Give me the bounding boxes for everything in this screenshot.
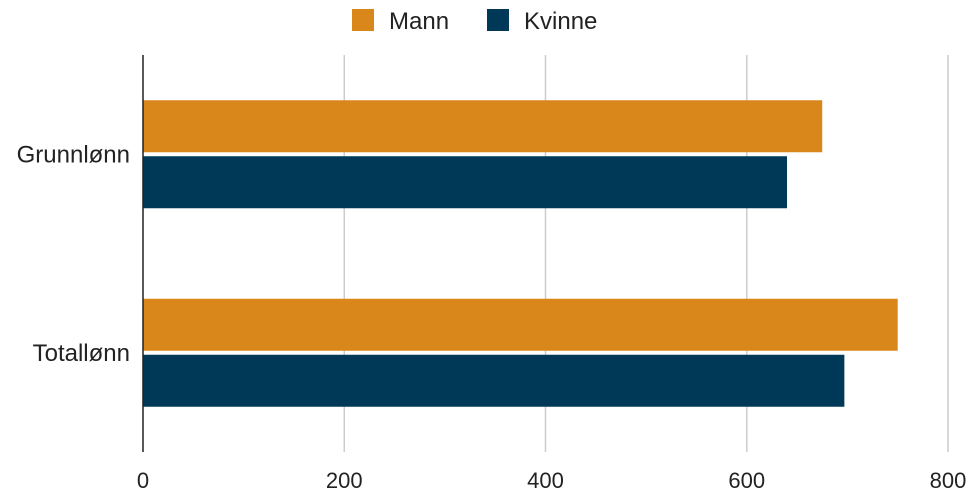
legend-label-kvinne: Kvinne — [524, 8, 597, 35]
legend-swatch-kvinne — [487, 9, 509, 31]
legend-swatch-mann — [352, 9, 374, 31]
legend: Mann Kvinne — [352, 8, 597, 35]
bar-kvinne-1 — [143, 156, 787, 209]
x-tick-label: 800 — [930, 468, 967, 492]
x-tick-label: 0 — [137, 468, 149, 492]
category-labels: Grunnlønn Totallønn — [17, 141, 130, 367]
category-label: Grunnlønn — [17, 141, 130, 168]
bar-kvinne-2 — [143, 354, 845, 407]
x-tick-labels: 0 200 400 600 800 — [137, 468, 966, 492]
bar-mann-1 — [143, 100, 823, 153]
legend-label-mann: Mann — [389, 8, 449, 35]
bars — [143, 100, 898, 407]
x-tick-label: 400 — [527, 468, 564, 492]
x-tick-label: 600 — [728, 468, 765, 492]
x-tick-label: 200 — [326, 468, 363, 492]
bar-mann-2 — [143, 298, 898, 351]
category-label: Totallønn — [33, 340, 130, 367]
